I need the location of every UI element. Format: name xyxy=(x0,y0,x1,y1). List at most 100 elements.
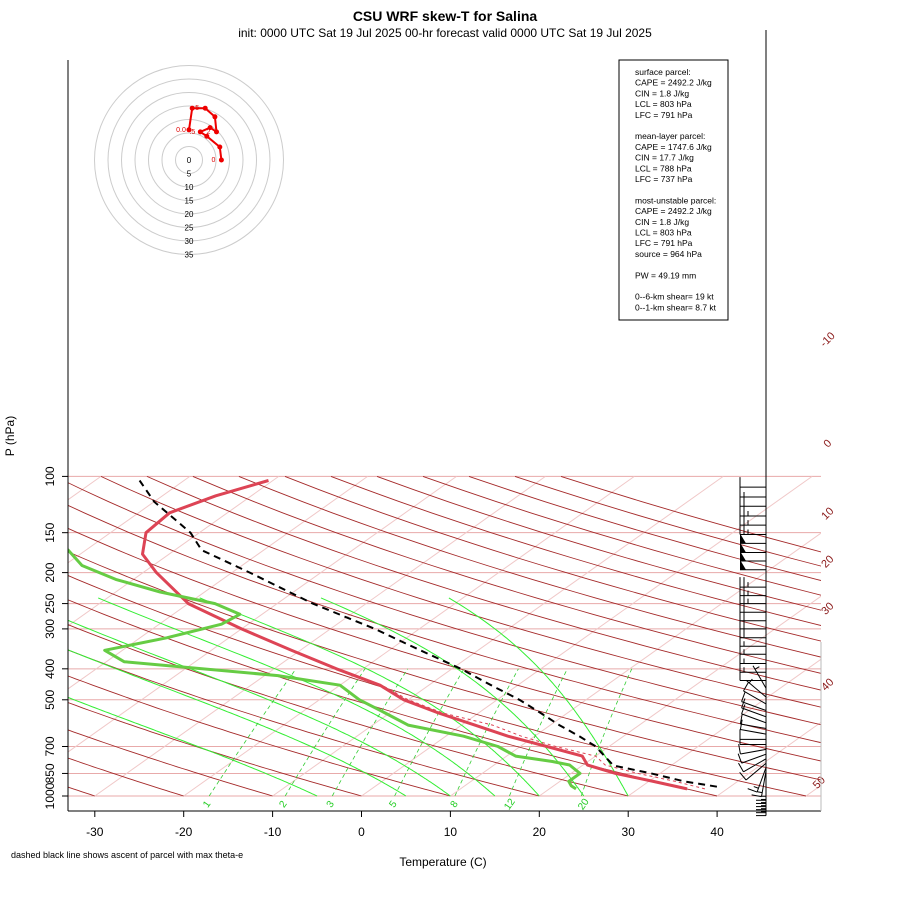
moist-adiabat xyxy=(98,597,496,797)
mixing-ratio-label: 12 xyxy=(502,796,518,812)
mixing-ratio-line xyxy=(331,668,409,797)
x-tick-label: 20 xyxy=(533,825,547,839)
dry-adiabat xyxy=(68,729,273,797)
wind-barb-flag xyxy=(739,772,747,781)
wind-barb xyxy=(740,551,766,562)
info-line: LFC = 737 hPa xyxy=(635,174,693,184)
wind-barb-flag xyxy=(738,744,741,755)
dry-adiabat xyxy=(238,475,821,658)
info-line: LFC = 791 hPa xyxy=(635,110,693,120)
isotherm xyxy=(68,475,457,753)
mixing-ratio-line xyxy=(394,668,465,797)
isotherm xyxy=(716,721,821,797)
moist-adiabat xyxy=(448,597,629,797)
y-tick-label: 400 xyxy=(43,658,57,678)
wind-barb-pennant xyxy=(740,559,746,570)
wind-barb-staff xyxy=(745,679,767,698)
wind-barb xyxy=(739,627,766,639)
x-tick-label: 10 xyxy=(444,825,458,839)
wind-barb xyxy=(739,515,766,526)
hodograph-point xyxy=(189,105,195,111)
info-line: LCL = 803 hPa xyxy=(635,99,692,109)
wind-barb xyxy=(741,704,767,724)
moist-adiabat xyxy=(320,597,585,797)
wind-barb xyxy=(738,744,767,755)
wind-barb-pennant xyxy=(740,533,746,544)
wind-barb xyxy=(737,753,767,764)
y-tick-label: 1000 xyxy=(43,782,57,809)
wind-barb-half-flag xyxy=(757,791,763,794)
moist-adiabat xyxy=(68,649,407,797)
parcel-ascent-line xyxy=(138,479,718,788)
virtual-temperature-line xyxy=(381,684,706,790)
info-line: CAPE = 2492.2 J/kg xyxy=(635,206,712,216)
wind-barb-pennant xyxy=(740,551,746,562)
hodograph-ring xyxy=(121,92,257,228)
info-box-border xyxy=(618,59,729,321)
wind-barb-flag xyxy=(743,681,749,692)
wind-barb-staff xyxy=(741,701,767,711)
isotherm-label: 30 xyxy=(819,600,836,617)
hodograph-ring xyxy=(175,146,203,174)
wind-barb xyxy=(740,533,766,544)
mixing-ratio-label: 8 xyxy=(449,799,461,810)
dry-adiabat xyxy=(192,475,821,674)
hodograph-ring-label: 35 xyxy=(185,251,194,260)
dry-adiabat xyxy=(68,482,821,726)
isotherm-label: 40 xyxy=(819,676,836,693)
dry-adiabat xyxy=(422,475,821,596)
info-line: CIN = 17.7 J/kg xyxy=(635,153,694,163)
wind-barb-flag xyxy=(747,788,758,793)
dry-adiabat xyxy=(100,475,821,708)
isotherm xyxy=(627,658,821,797)
dry-adiabat xyxy=(68,702,362,797)
dry-adiabat xyxy=(68,551,821,781)
wind-barb-staff xyxy=(740,723,767,729)
info-line: 0--6-km shear= 19 kt xyxy=(635,292,714,302)
dewpoint-line xyxy=(68,548,582,791)
wind-barb xyxy=(751,770,767,798)
dry-adiabat xyxy=(68,757,184,797)
dry-adiabat xyxy=(560,475,821,553)
moist-adiabat xyxy=(68,696,318,797)
y-tick-label: 850 xyxy=(43,763,57,783)
wind-barb-flag xyxy=(738,762,744,773)
wind-barb-staff xyxy=(741,753,767,764)
dry-adiabat xyxy=(376,475,821,611)
isotherm xyxy=(272,475,724,797)
wind-barb-flag xyxy=(739,714,743,725)
info-line: most-unstable parcel: xyxy=(635,195,716,205)
info-line: source = 964 hPa xyxy=(635,249,702,259)
wind-barb xyxy=(739,505,766,517)
wind-barb-staff xyxy=(741,713,767,724)
wind-barb xyxy=(747,767,767,793)
wind-barb-pennant xyxy=(740,542,746,553)
wind-barb xyxy=(743,681,767,705)
wind-barb-half-flag xyxy=(754,666,760,670)
hodograph-point xyxy=(186,127,192,133)
x-tick-label: 30 xyxy=(622,825,636,839)
isotherm xyxy=(895,476,900,796)
hodograph-ring-label: 10 xyxy=(185,183,194,192)
wind-barb-staff xyxy=(741,707,767,718)
info-line: surface parcel: xyxy=(635,67,691,77)
wind-barb-staff xyxy=(740,729,767,735)
hodograph-point xyxy=(202,105,208,111)
isotherm xyxy=(0,476,12,796)
plot-frame: -100102030405010015020025030040050070085… xyxy=(43,60,838,839)
x-tick-label: -20 xyxy=(175,825,193,839)
wind-barb-staff xyxy=(761,770,767,797)
footnote: dashed black line shows ascent of parcel… xyxy=(11,850,243,860)
hodograph-ring xyxy=(134,105,244,215)
mixing-ratio-line xyxy=(454,668,519,797)
wind-barb xyxy=(739,477,766,488)
mixing-ratio-label: 1 xyxy=(201,799,213,810)
wind-barb-staff xyxy=(743,690,767,705)
hodograph-point xyxy=(212,114,218,120)
hodograph-point-label: 2 xyxy=(207,129,211,136)
y-tick-label: 200 xyxy=(43,562,57,582)
wind-barb-flag xyxy=(741,692,746,702)
mixing-ratio-label: 5 xyxy=(387,799,399,810)
hodograph-ring xyxy=(107,78,271,242)
